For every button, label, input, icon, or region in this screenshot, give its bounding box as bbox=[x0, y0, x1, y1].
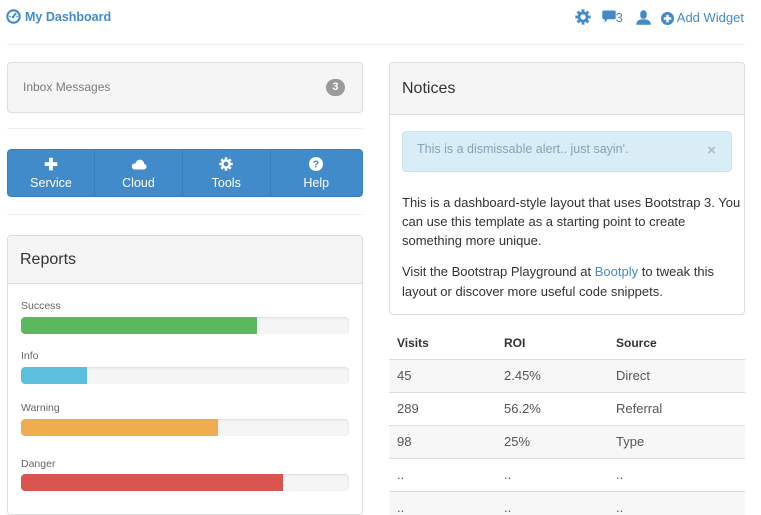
svg-text:?: ? bbox=[313, 159, 319, 171]
